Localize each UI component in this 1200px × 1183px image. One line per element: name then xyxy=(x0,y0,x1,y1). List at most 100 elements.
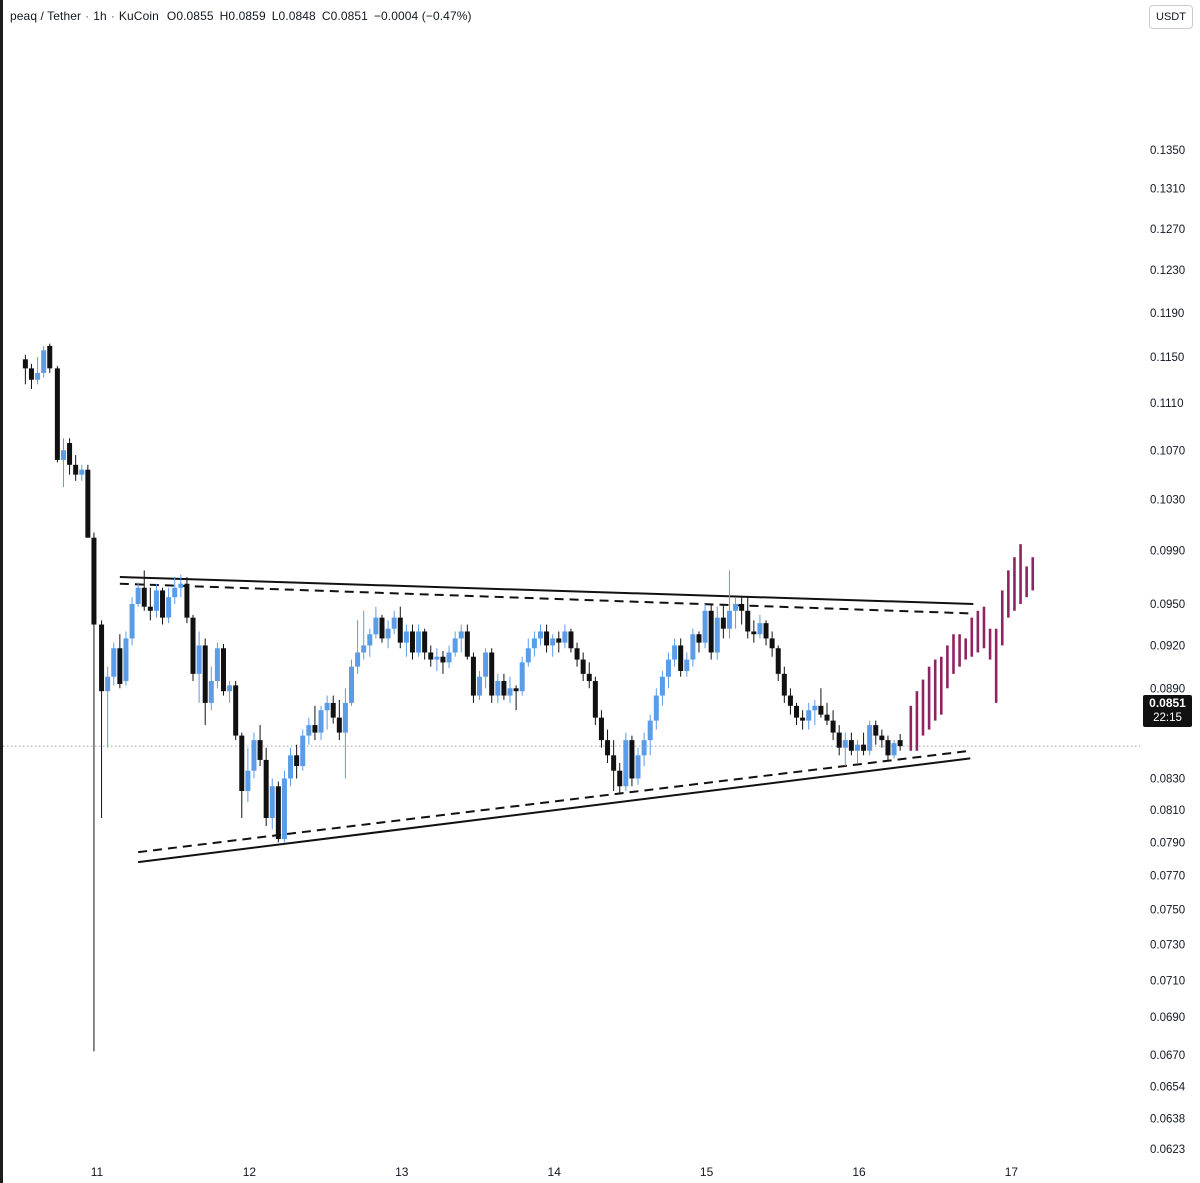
window-left-border xyxy=(0,0,3,1183)
candle-body xyxy=(166,597,172,618)
price-tick-label: 0.0770 xyxy=(1150,870,1185,882)
time-axis[interactable]: 11 12 13 14 15 16 17 xyxy=(91,1165,1019,1179)
price-axis[interactable]: 0.1350 0.1310 0.1270 0.1230 0.1190 0.1150 0.11… xyxy=(1150,145,1186,1156)
candle xyxy=(781,666,787,703)
candle xyxy=(91,532,97,1052)
candle-body xyxy=(178,583,184,588)
candle-body xyxy=(885,740,891,756)
candle xyxy=(245,747,251,803)
candle-body xyxy=(739,603,745,611)
candle xyxy=(464,624,470,660)
candle xyxy=(105,666,111,748)
candle-body xyxy=(288,755,294,779)
candle-body xyxy=(489,652,495,696)
candle xyxy=(281,770,287,843)
candle-body xyxy=(361,645,367,653)
price-tick-label: 0.0623 xyxy=(1150,1144,1185,1156)
candle xyxy=(775,645,781,682)
candle-body xyxy=(91,537,97,625)
candle-body xyxy=(769,638,775,649)
candle-body xyxy=(531,638,537,649)
price-tick-label: 0.0730 xyxy=(1150,939,1185,951)
candle xyxy=(751,620,757,643)
candle xyxy=(513,685,519,711)
candle-body xyxy=(806,710,812,721)
symbol-legend: peaq / Tether · 1h · KuCoin O 0.0855 H 0… xyxy=(10,9,472,23)
last-price-value: 0.0851 xyxy=(1149,696,1186,710)
candle xyxy=(800,710,806,730)
candle xyxy=(806,702,812,730)
candle-body xyxy=(483,652,489,677)
candle-body xyxy=(562,631,568,643)
candle xyxy=(99,620,105,818)
candle xyxy=(47,343,53,373)
candle xyxy=(446,645,452,669)
candle-body xyxy=(275,786,281,840)
price-tick-label: 0.0690 xyxy=(1150,1012,1185,1024)
candle xyxy=(525,638,531,667)
candle-body xyxy=(641,740,647,756)
price-tick-label: 0.1110 xyxy=(1150,398,1183,410)
candle-body xyxy=(592,681,598,718)
candle-body xyxy=(787,695,793,706)
candle-body xyxy=(568,631,574,649)
candle-body xyxy=(611,755,617,771)
candle xyxy=(397,606,403,649)
candle xyxy=(720,603,726,639)
candle xyxy=(672,638,678,667)
candle-body xyxy=(336,717,342,733)
candle-body xyxy=(574,648,580,660)
price-tick-label: 0.1030 xyxy=(1150,494,1185,506)
candle-body xyxy=(495,681,501,696)
candle xyxy=(184,577,190,624)
candle xyxy=(739,597,745,625)
candle-body xyxy=(714,617,720,653)
candle-body xyxy=(452,638,458,653)
candle-body xyxy=(54,368,60,460)
candle xyxy=(769,631,775,657)
candle-body xyxy=(190,617,196,674)
interval-label[interactable]: 1h xyxy=(93,9,107,23)
candle-body xyxy=(544,631,550,646)
currency-button[interactable]: USDT xyxy=(1149,5,1193,29)
candle-body xyxy=(385,628,391,639)
candle-body xyxy=(99,624,105,692)
candle xyxy=(227,681,233,703)
price-tick-label: 0.0638 xyxy=(1150,1113,1185,1125)
candle-body xyxy=(85,469,91,538)
candle xyxy=(190,614,196,682)
candle xyxy=(385,620,391,649)
candle-body xyxy=(373,617,379,635)
candle xyxy=(574,642,580,667)
candle-body xyxy=(824,714,830,721)
candle-body xyxy=(519,662,525,692)
candle xyxy=(422,628,428,660)
open-value: 0.0855 xyxy=(176,9,214,23)
candle-body xyxy=(312,725,318,733)
price-tick-label: 0.1190 xyxy=(1150,308,1184,320)
candle xyxy=(562,624,568,649)
candle-body xyxy=(598,717,604,741)
candle xyxy=(592,676,598,726)
candle xyxy=(684,652,690,677)
candle xyxy=(568,628,574,653)
candle-body xyxy=(409,631,415,653)
candle-body xyxy=(586,673,592,682)
time-tick-label: 15 xyxy=(700,1165,714,1179)
time-tick-label: 17 xyxy=(1005,1165,1019,1179)
candle-body xyxy=(428,652,434,660)
candle xyxy=(678,638,684,677)
time-tick-label: 14 xyxy=(548,1165,562,1179)
price-tick-label: 0.1270 xyxy=(1150,224,1185,236)
candle-body xyxy=(537,631,543,639)
candle xyxy=(178,574,184,598)
symbol-name[interactable]: peaq / Tether xyxy=(10,9,82,23)
candles xyxy=(22,343,903,1052)
candle xyxy=(147,587,153,621)
candle-body xyxy=(617,770,623,787)
candle-body xyxy=(836,732,842,748)
candle xyxy=(812,699,818,726)
candle xyxy=(172,577,178,604)
candle-body xyxy=(196,645,202,674)
